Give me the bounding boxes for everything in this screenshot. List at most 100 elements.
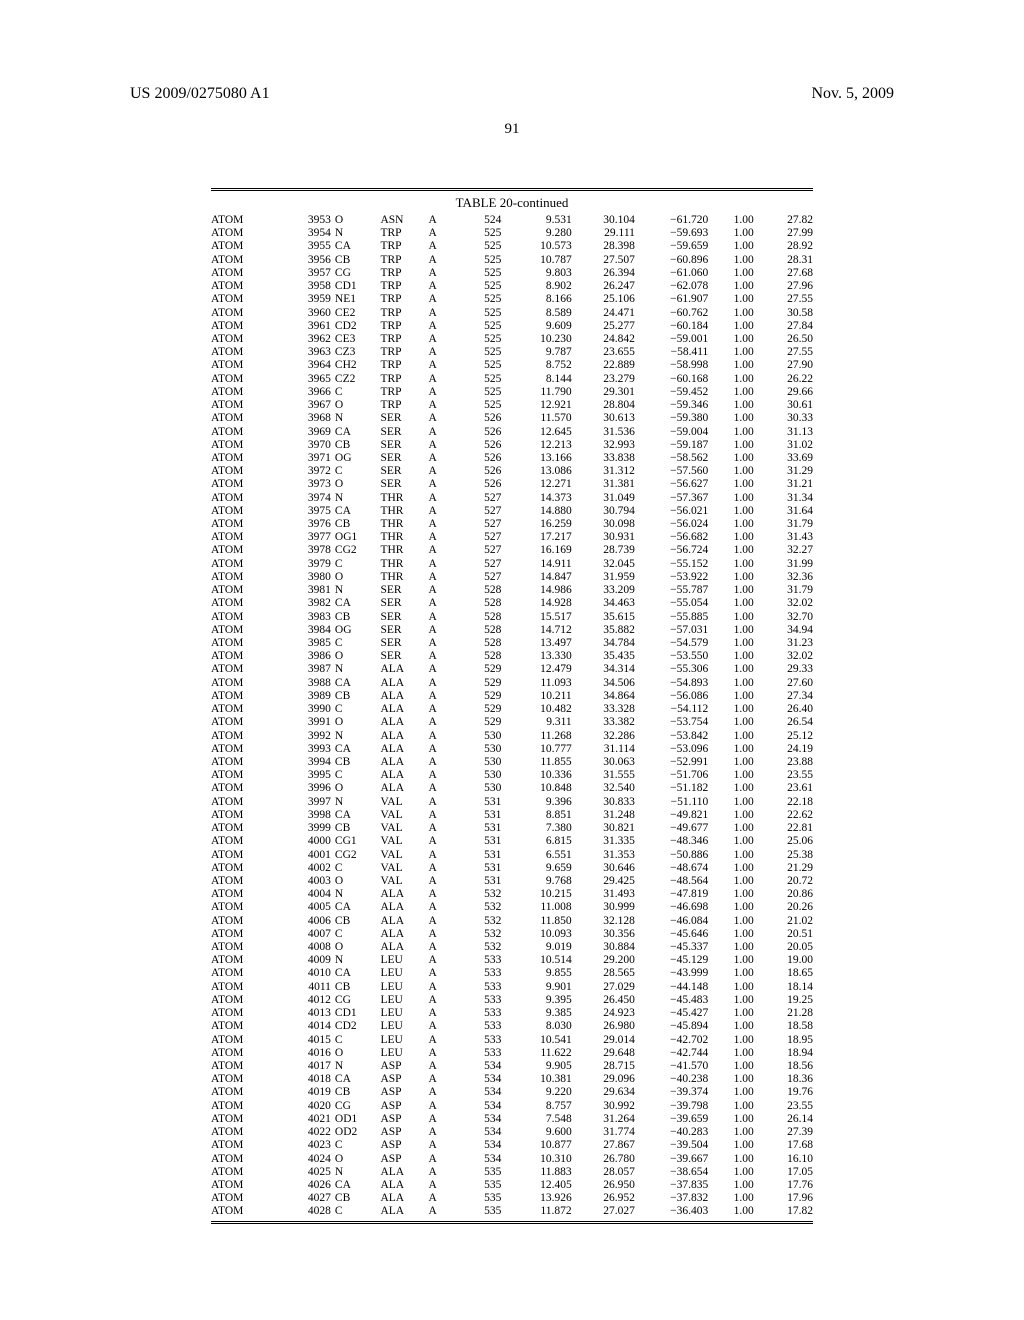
- table-cell: A: [428, 663, 456, 676]
- table-cell: THR: [380, 558, 428, 571]
- table-cell: −59.004: [641, 426, 714, 439]
- table-row: ATOM4008OALAA5329.01930.884−45.3371.0020…: [211, 941, 813, 954]
- table-cell: 11.855: [509, 756, 577, 769]
- table-cell: A: [428, 849, 456, 862]
- table-cell: O: [335, 650, 381, 663]
- table-cell: −53.754: [641, 716, 714, 729]
- table-cell: 17.76: [760, 1179, 813, 1192]
- table-cell: TRP: [380, 280, 428, 293]
- table-cell: 1.00: [714, 730, 760, 743]
- table-cell: 31.335: [578, 835, 641, 848]
- table-cell: −45.646: [641, 928, 714, 941]
- table-cell: 1.00: [714, 809, 760, 822]
- table-cell: 528: [456, 650, 509, 663]
- table-row: ATOM3989CBALAA52910.21134.864−56.0861.00…: [211, 690, 813, 703]
- table-cell: 3983: [287, 611, 335, 624]
- table-cell: 29.200: [578, 954, 641, 967]
- table-cell: −43.999: [641, 967, 714, 980]
- table-cell: 29.096: [578, 1073, 641, 1086]
- table-cell: 534: [456, 1073, 509, 1086]
- table-cell: ALA: [380, 1192, 428, 1205]
- table-cell: OD1: [335, 1113, 381, 1126]
- table-cell: ATOM: [211, 1007, 287, 1020]
- table-cell: 27.82: [760, 214, 813, 227]
- table-row: ATOM3959NE1TRPA5258.16625.106−61.9071.00…: [211, 293, 813, 306]
- table-cell: SER: [380, 597, 428, 610]
- table-cell: 4026: [287, 1179, 335, 1192]
- table-cell: 1.00: [714, 505, 760, 518]
- table-cell: 35.882: [578, 624, 641, 637]
- table-cell: −54.893: [641, 677, 714, 690]
- table-cell: VAL: [380, 809, 428, 822]
- table-cell: A: [428, 1100, 456, 1113]
- table-row: ATOM4023CASPA53410.87727.867−39.5041.001…: [211, 1139, 813, 1152]
- table-cell: ALA: [380, 941, 428, 954]
- table-cell: 16.10: [760, 1153, 813, 1166]
- table-cell: ATOM: [211, 214, 287, 227]
- table-cell: 14.911: [509, 558, 577, 571]
- table-cell: A: [428, 426, 456, 439]
- table-cell: NE1: [335, 293, 381, 306]
- table-cell: 29.111: [578, 227, 641, 240]
- table-cell: 32.993: [578, 439, 641, 452]
- table-cell: 27.55: [760, 346, 813, 359]
- table-cell: 527: [456, 571, 509, 584]
- table-cell: 3984: [287, 624, 335, 637]
- table-row: ATOM4017NASPA5349.90528.715−41.5701.0018…: [211, 1060, 813, 1073]
- table-bottom-rule: [211, 1221, 813, 1222]
- table-cell: 1.00: [714, 875, 760, 888]
- table-cell: 9.609: [509, 320, 577, 333]
- table-cell: VAL: [380, 835, 428, 848]
- table-cell: A: [428, 412, 456, 425]
- table-cell: −44.148: [641, 981, 714, 994]
- table-cell: N: [335, 796, 381, 809]
- table-cell: ATOM: [211, 558, 287, 571]
- table-cell: −53.096: [641, 743, 714, 756]
- table-cell: A: [428, 1192, 456, 1205]
- table-cell: 531: [456, 835, 509, 848]
- table-cell: A: [428, 743, 456, 756]
- table-cell: ATOM: [211, 730, 287, 743]
- table-row: ATOM4006CBALAA53211.85032.128−46.0841.00…: [211, 915, 813, 928]
- table-cell: 4022: [287, 1126, 335, 1139]
- table-cell: CD1: [335, 1007, 381, 1020]
- table-cell: 528: [456, 611, 509, 624]
- table-cell: 31.353: [578, 849, 641, 862]
- table-row: ATOM3992NALAA53011.26832.286−53.8421.002…: [211, 730, 813, 743]
- table-cell: ATOM: [211, 1047, 287, 1060]
- table-cell: 17.82: [760, 1205, 813, 1218]
- table-cell: 1.00: [714, 769, 760, 782]
- table-cell: 1.00: [714, 426, 760, 439]
- table-cell: A: [428, 1205, 456, 1218]
- table-cell: 13.086: [509, 465, 577, 478]
- table-cell: LEU: [380, 981, 428, 994]
- table-cell: 1.00: [714, 1007, 760, 1020]
- table-cell: 23.61: [760, 782, 813, 795]
- table-cell: ATOM: [211, 452, 287, 465]
- table-cell: TRP: [380, 359, 428, 372]
- table-cell: 525: [456, 293, 509, 306]
- table-cell: ASN: [380, 214, 428, 227]
- table-cell: 29.634: [578, 1086, 641, 1099]
- table-cell: A: [428, 796, 456, 809]
- table-cell: 9.787: [509, 346, 577, 359]
- table-row: ATOM3985CSERA52813.49734.784−54.5791.003…: [211, 637, 813, 650]
- table-cell: 10.211: [509, 690, 577, 703]
- table-cell: 1.00: [714, 862, 760, 875]
- table-cell: 8.851: [509, 809, 577, 822]
- table-cell: A: [428, 901, 456, 914]
- table-cell: 18.14: [760, 981, 813, 994]
- table-cell: N: [335, 492, 381, 505]
- table-cell: 534: [456, 1113, 509, 1126]
- table-row: ATOM3975CATHRA52714.88030.794−56.0211.00…: [211, 505, 813, 518]
- table-cell: 4015: [287, 1034, 335, 1047]
- table-cell: 8.589: [509, 307, 577, 320]
- table-cell: −45.427: [641, 1007, 714, 1020]
- table-cell: 30.833: [578, 796, 641, 809]
- table-cell: ATOM: [211, 624, 287, 637]
- table-cell: −48.346: [641, 835, 714, 848]
- table-cell: −37.832: [641, 1192, 714, 1205]
- table-cell: 1.00: [714, 928, 760, 941]
- table-cell: 1.00: [714, 307, 760, 320]
- table-cell: 532: [456, 888, 509, 901]
